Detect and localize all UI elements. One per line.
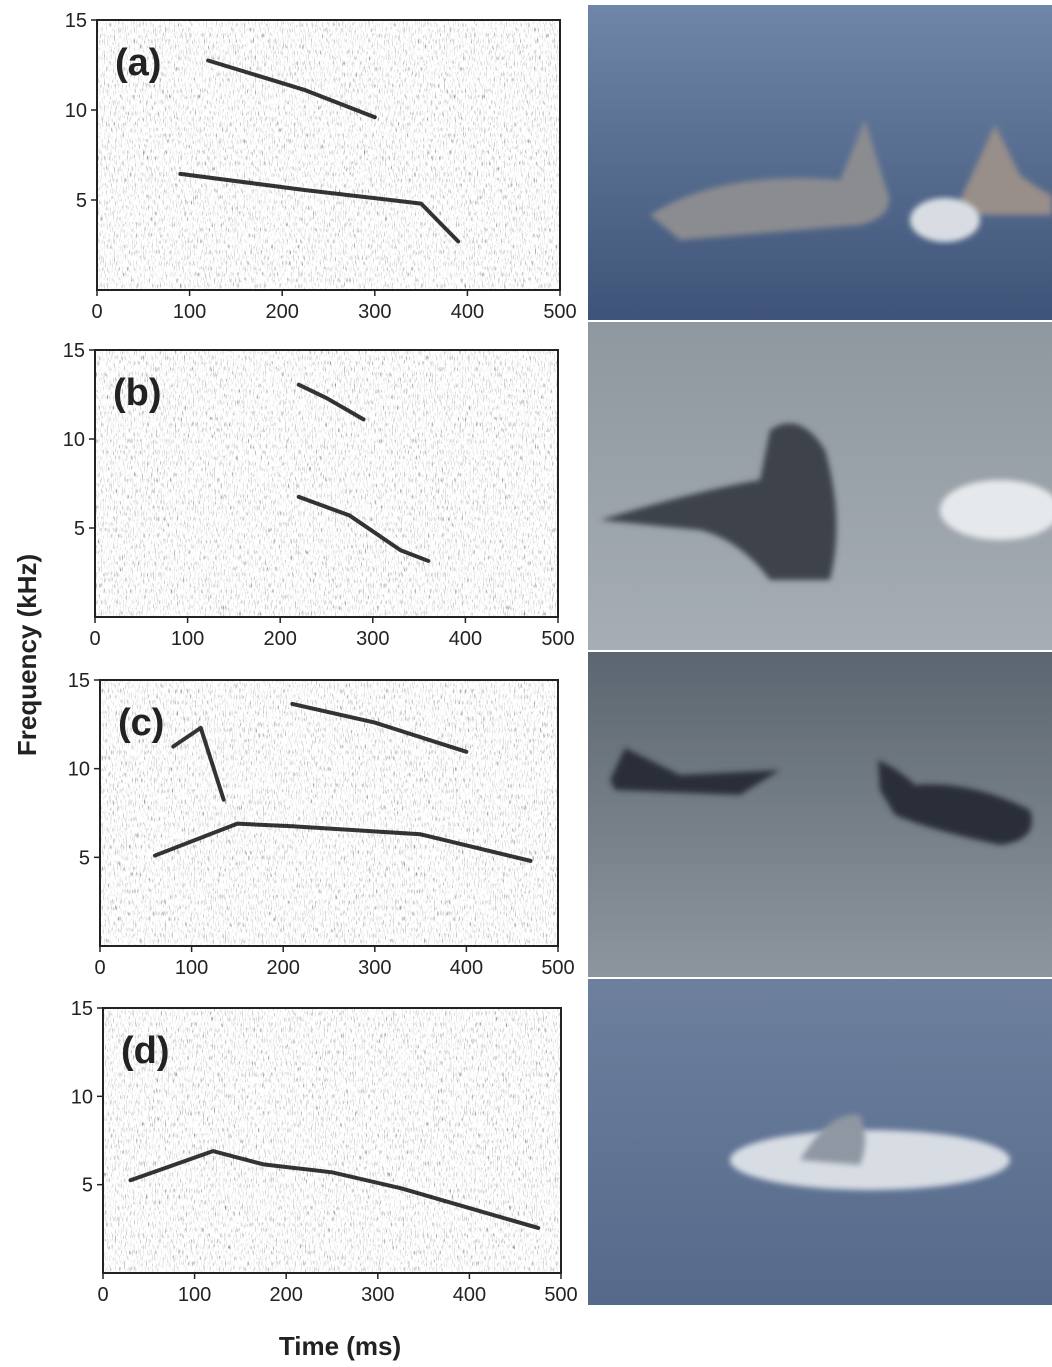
x-tick-label: 500 xyxy=(541,957,574,979)
spectrogram-panel: (c) 0 100 200 300 400 500 5 10 15 xyxy=(68,670,575,979)
x-tick-label: 500 xyxy=(541,628,574,650)
x-tick-label: 0 xyxy=(89,628,100,650)
x-tick-label: 400 xyxy=(453,1284,486,1306)
y-tick-label: 15 xyxy=(71,998,93,1020)
y-tick-label: 5 xyxy=(74,518,85,540)
x-tick-label: 100 xyxy=(178,1284,211,1306)
x-tick-label: 500 xyxy=(543,301,576,323)
spectrogram xyxy=(97,20,560,290)
spectrogram-panel: (b) 0 100 200 300 400 500 5 10 15 xyxy=(63,340,575,650)
x-tick-label: 200 xyxy=(266,301,299,323)
y-tick-label: 15 xyxy=(63,340,85,362)
y-tick-label: 5 xyxy=(79,847,90,869)
spectrogram-panel: (d) 0 100 200 300 400 500 5 10 15 xyxy=(71,998,578,1306)
panel-label: (b) xyxy=(113,372,162,414)
x-tick-label: 400 xyxy=(450,957,483,979)
x-tick-label: 300 xyxy=(356,628,389,650)
panel-label: (a) xyxy=(115,42,161,84)
x-tick-label: 400 xyxy=(451,301,484,323)
x-tick-label: 300 xyxy=(361,1284,394,1306)
y-tick-label: 10 xyxy=(71,1086,93,1108)
spectrogram xyxy=(103,1008,561,1273)
y-tick-label: 10 xyxy=(65,100,87,122)
spectrogram-panel: (a) 0 100 200 300 400 500 5 10 15 xyxy=(65,10,577,323)
y-axis-label: Frequency (kHz) xyxy=(12,554,42,756)
x-tick-label: 0 xyxy=(94,957,105,979)
photo-d xyxy=(588,979,1052,1305)
x-tick-label: 500 xyxy=(544,1284,577,1306)
spectrogram xyxy=(95,350,558,617)
panel-label: (d) xyxy=(121,1030,170,1072)
spectrogram xyxy=(100,680,558,946)
y-tick-label: 5 xyxy=(82,1175,93,1197)
x-tick-label: 200 xyxy=(264,628,297,650)
photo-b xyxy=(588,322,1052,650)
y-tick-label: 15 xyxy=(65,10,87,32)
photo-c xyxy=(588,652,1052,977)
figure: Frequency (kHz) Time (ms) (a)01002003004… xyxy=(0,0,1052,1362)
x-tick-label: 400 xyxy=(449,628,482,650)
panel-label: (c) xyxy=(118,702,164,744)
x-tick-label: 100 xyxy=(171,628,204,650)
x-axis-label: Time (ms) xyxy=(279,1331,401,1361)
x-tick-label: 100 xyxy=(173,301,206,323)
x-tick-label: 200 xyxy=(270,1284,303,1306)
y-tick-label: 10 xyxy=(63,429,85,451)
y-tick-label: 10 xyxy=(68,759,90,781)
x-tick-label: 0 xyxy=(97,1284,108,1306)
y-tick-label: 15 xyxy=(68,670,90,692)
y-tick-label: 5 xyxy=(76,190,87,212)
x-tick-label: 300 xyxy=(358,957,391,979)
x-tick-label: 200 xyxy=(267,957,300,979)
photo-a xyxy=(588,5,1052,320)
x-tick-label: 300 xyxy=(358,301,391,323)
x-tick-label: 0 xyxy=(91,301,102,323)
x-tick-label: 100 xyxy=(175,957,208,979)
